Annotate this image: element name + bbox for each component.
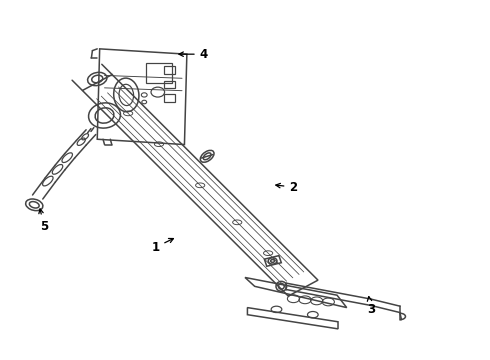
Text: 2: 2 (276, 181, 297, 194)
Text: 4: 4 (179, 48, 208, 61)
Bar (164, 81, 175, 88)
Text: 3: 3 (367, 297, 375, 316)
Bar (164, 66, 175, 74)
Text: 5: 5 (39, 209, 48, 233)
Bar (146, 63, 172, 82)
Bar (164, 94, 175, 102)
Text: 1: 1 (151, 238, 173, 254)
